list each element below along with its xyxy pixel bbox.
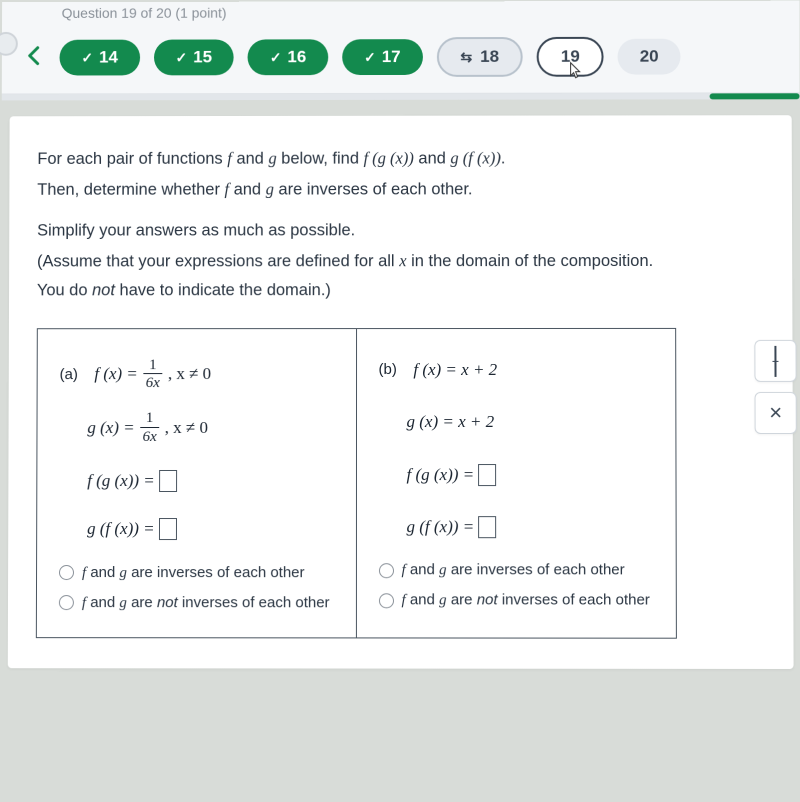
part-b-fg-input: f (g (x)) =	[407, 462, 656, 488]
problem-table: (a) f (x) = 16x , x ≠ 0 g (x) = 16x , x …	[36, 328, 677, 639]
fraction-icon	[772, 347, 778, 374]
nav-pill-label: 15	[193, 47, 212, 67]
fraction-tool-button[interactable]	[754, 340, 796, 382]
expr-fgx: f (g (x))	[364, 149, 414, 168]
nav-pill-19[interactable]: 19	[537, 37, 604, 77]
answer-input[interactable]	[478, 516, 496, 538]
prompt-line-4: (Assume that your expressions are define…	[37, 248, 764, 275]
nav-pill-16[interactable]: ✓ 16	[248, 39, 328, 75]
prompt-line-3: Simplify your answers as much as possibl…	[37, 218, 764, 244]
part-a-fg-input: f (g (x)) =	[87, 468, 335, 494]
eq: f (x) = x + 2	[413, 357, 497, 383]
progress-bar	[2, 93, 800, 100]
question-nav: ✓ 14 ✓ 15 ✓ 16 ✓ 17 ⇆ 18 19 20	[2, 23, 800, 95]
part-b-g: g (x) = x + 2	[407, 409, 656, 435]
part-a-g: g (x) = 16x , x ≠ 0	[87, 410, 335, 446]
eq: g (x) = x + 2	[407, 409, 495, 435]
lhs: f (g (x)) =	[407, 462, 475, 488]
prompt-line-5: You do not have to indicate the domain.)	[37, 278, 764, 304]
check-icon: ✓	[81, 49, 93, 66]
lhs: f (x) =	[94, 361, 138, 387]
nav-pill-label: 20	[640, 47, 659, 67]
back-button[interactable]	[22, 46, 46, 70]
radio-icon	[378, 593, 393, 608]
part-label: (a)	[60, 363, 78, 386]
breadcrumb-text: Question 19 of 20 (1 point)	[62, 5, 227, 21]
t: below, find	[277, 150, 364, 168]
den: 6x	[139, 428, 161, 446]
t: and	[414, 150, 451, 168]
radio-icon	[378, 563, 393, 578]
radio-inverses[interactable]: f and g are inverses of each other	[378, 558, 655, 582]
t: and	[229, 180, 266, 198]
nav-pill-label: 14	[99, 48, 118, 68]
radio-icon	[59, 595, 74, 610]
part-a-cell: (a) f (x) = 16x , x ≠ 0 g (x) = 16x , x …	[36, 328, 356, 638]
t: Simplify your answers as much as possibl…	[37, 221, 355, 239]
lhs: g (x) =	[87, 415, 134, 441]
t: and	[232, 150, 269, 168]
cond: , x ≠ 0	[165, 415, 208, 441]
nav-pill-14[interactable]: ✓ 14	[59, 40, 139, 76]
breadcrumb: Question 19 of 20 (1 point)	[2, 1, 799, 24]
var-g: g	[266, 179, 274, 198]
radio-icon	[59, 565, 74, 580]
partial-icon: ⇆	[460, 49, 472, 66]
prompt-line-2: Then, determine whether f and g are inve…	[37, 176, 764, 203]
lhs: f (g (x)) =	[87, 468, 155, 494]
answer-input[interactable]	[159, 518, 177, 540]
progress-fill	[710, 93, 800, 99]
nav-pill-20[interactable]: 20	[618, 39, 681, 75]
fraction: 16x	[142, 357, 164, 392]
expr-gfx: g (f (x))	[450, 148, 500, 167]
t: in the domain of the composition.	[407, 252, 654, 270]
radio-not-inverses[interactable]: f and g are not inverses of each other	[378, 589, 655, 614]
lhs: g (f (x)) =	[87, 516, 155, 542]
answer-input[interactable]	[478, 464, 496, 486]
nav-badge	[0, 32, 18, 56]
nav-pill-label: 18	[480, 47, 499, 67]
fraction: 16x	[139, 410, 161, 445]
nav-pill-label: 19	[561, 47, 580, 67]
var-x: x	[399, 251, 406, 270]
t: (Assume that your expressions are define…	[37, 252, 399, 270]
check-icon: ✓	[364, 49, 376, 66]
t: For each pair of functions	[37, 150, 227, 168]
check-icon: ✓	[270, 49, 282, 66]
t: have to indicate the domain.)	[115, 281, 331, 299]
t: You do	[37, 282, 92, 300]
question-card: For each pair of functions f and g below…	[8, 115, 794, 669]
cond: , x ≠ 0	[168, 361, 211, 387]
t: are inverses of each other.	[274, 180, 473, 198]
lhs: g (f (x)) =	[407, 514, 475, 540]
t: Then, determine whether	[37, 180, 224, 198]
radio-inverses[interactable]: f and g are inverses of each other	[59, 561, 335, 585]
check-icon: ✓	[176, 49, 188, 66]
nav-pill-label: 16	[287, 47, 306, 67]
nav-pill-18[interactable]: ⇆ 18	[437, 37, 523, 77]
radio-not-inverses[interactable]: f and g are not inverses of each other	[59, 591, 336, 616]
prompt-line-1: For each pair of functions f and g below…	[37, 145, 764, 172]
answer-input[interactable]	[159, 470, 177, 492]
clear-tool-button[interactable]: ×	[755, 392, 797, 434]
nav-pill-17[interactable]: ✓ 17	[342, 39, 422, 75]
part-label: (b)	[379, 358, 397, 381]
num: 1	[143, 357, 162, 374]
part-a-f: (a) f (x) = 16x , x ≠ 0	[60, 357, 336, 393]
num: 1	[140, 410, 159, 427]
den: 6x	[142, 374, 164, 392]
nav-pill-15[interactable]: ✓ 15	[154, 39, 234, 75]
nav-pill-label: 17	[382, 47, 401, 67]
t: .	[501, 149, 506, 167]
part-b-f: (b) f (x) = x + 2	[379, 357, 656, 383]
side-toolbar: ×	[754, 340, 796, 434]
part-a-gf-input: g (f (x)) =	[87, 516, 335, 542]
part-b-cell: (b) f (x) = x + 2 g (x) = x + 2 f (g (x)…	[356, 328, 676, 638]
close-icon: ×	[769, 400, 782, 426]
emph-not: not	[92, 282, 115, 300]
chevron-left-icon	[27, 45, 41, 70]
part-b-gf-input: g (f (x)) =	[407, 514, 656, 541]
